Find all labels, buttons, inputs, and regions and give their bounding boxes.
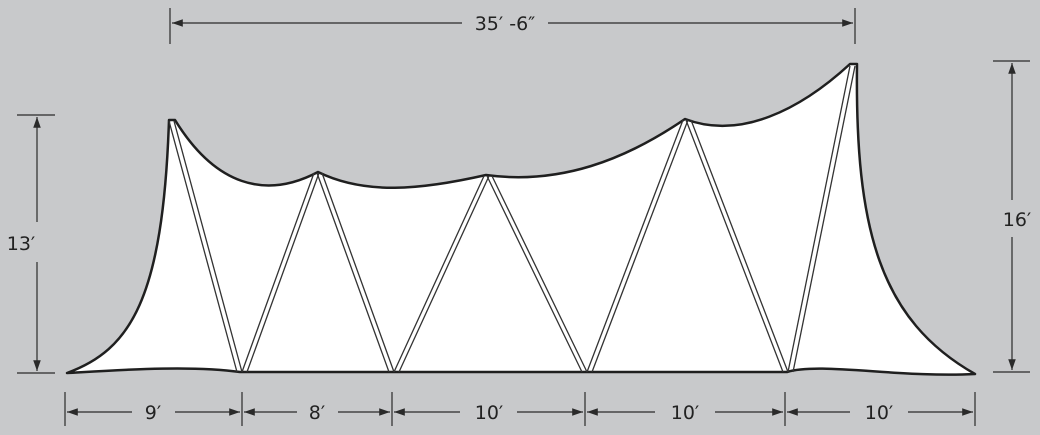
pole-7 — [685, 119, 789, 373]
left-height-dimension — [17, 114, 55, 374]
pole-5 — [486, 175, 588, 373]
overall-width-dimension — [169, 8, 856, 44]
segment-4-label: 10′ — [671, 402, 700, 424]
pole-3 — [316, 172, 395, 373]
pole-8 — [787, 65, 856, 373]
pole-1 — [168, 120, 243, 373]
bottom-dimension-extension-lines — [64, 392, 976, 426]
right-height-label: 16′ — [1003, 209, 1032, 231]
pole-6 — [586, 119, 689, 373]
segment-3-label: 10′ — [475, 402, 504, 424]
pole-2 — [241, 172, 320, 373]
pole-4 — [393, 175, 490, 373]
segment-5-label: 10′ — [865, 402, 894, 424]
tent-fabric — [65, 62, 977, 376]
segment-1-label: 9′ — [145, 402, 161, 424]
segment-2-label: 8′ — [309, 402, 325, 424]
tent-poles — [168, 65, 856, 373]
left-height-label: 13′ — [7, 233, 36, 255]
right-height-dimension — [993, 60, 1030, 373]
overall-width-label: 35′ -6″ — [475, 13, 536, 35]
